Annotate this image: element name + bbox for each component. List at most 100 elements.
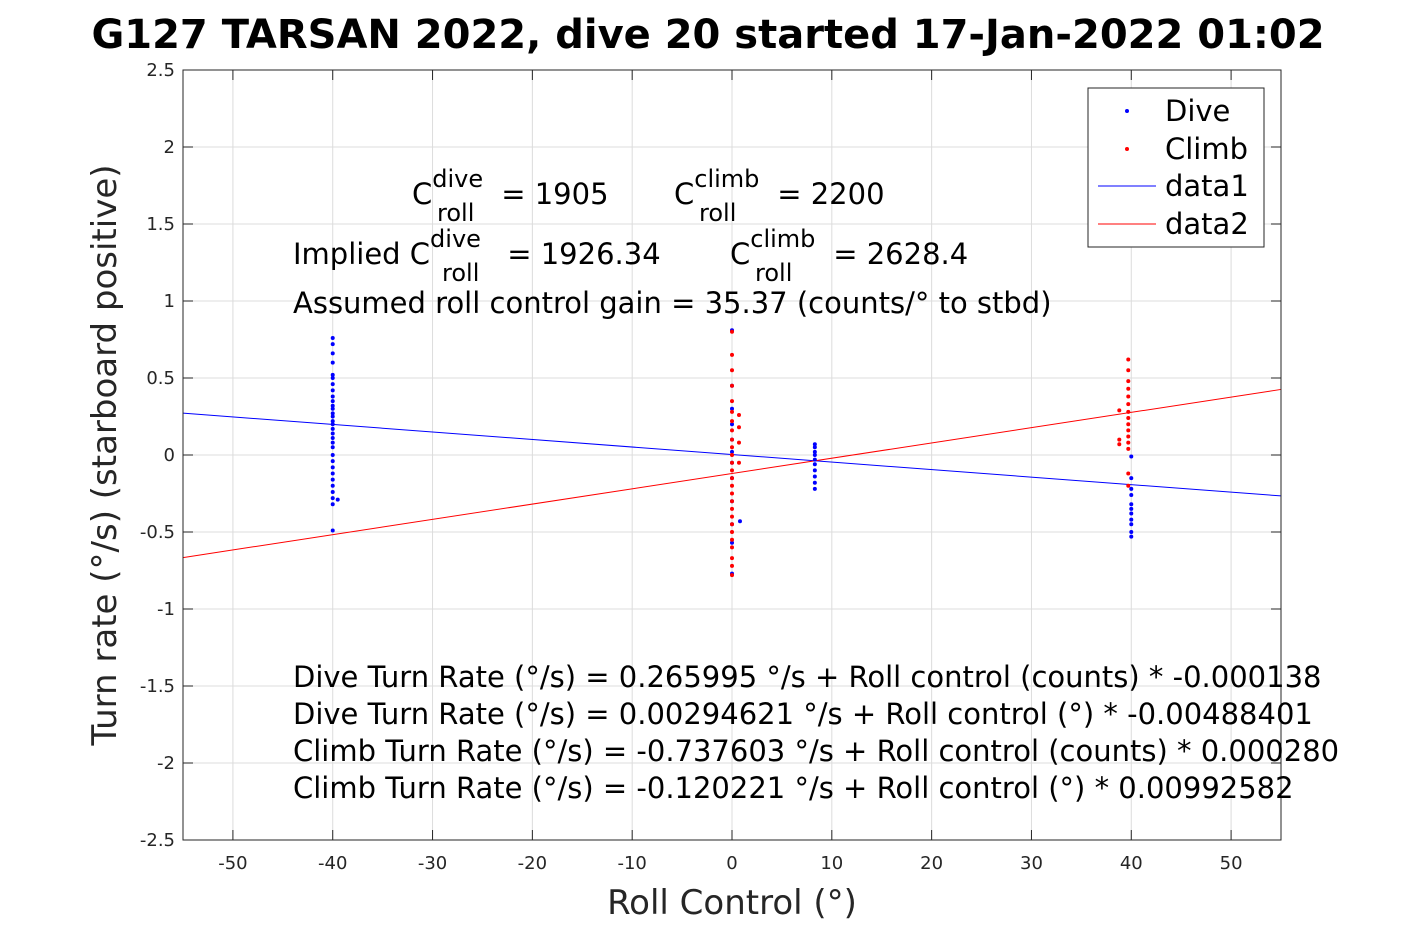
equations: Dive Turn Rate (°/s) = 0.265995 °/s + Ro… (293, 660, 1339, 805)
y-tick-label: -1 (157, 599, 175, 620)
dive-point (812, 480, 817, 485)
implied-dive-annotation: Implied Cdive roll = 1926.34 (293, 225, 661, 287)
dive-point (330, 411, 335, 416)
climb-point (730, 563, 734, 568)
data2-line (182, 388, 1282, 559)
y-tick-label: 0.5 (146, 368, 175, 389)
y-tick-label: 2.5 (146, 60, 175, 81)
dive-point (330, 372, 335, 377)
dive-point (1129, 502, 1134, 507)
dive-point (330, 360, 335, 365)
climb-point (730, 460, 734, 465)
dive-point (1129, 517, 1134, 522)
data-points (330, 328, 1134, 578)
climb-point (730, 419, 734, 424)
climb-point (730, 445, 734, 450)
climb-point (730, 399, 734, 404)
dive-point (330, 351, 335, 356)
gain-annotation: Assumed roll control gain = 35.37 (count… (293, 286, 1052, 320)
climb-point (730, 545, 734, 550)
legend-climb-marker (1125, 147, 1129, 151)
dive-point (1129, 534, 1134, 539)
climb-point (736, 412, 741, 417)
dive-point (330, 459, 335, 464)
c-climb-annotation: Cclimb roll = 2200 (674, 165, 885, 227)
implied-climb-annotation: Cclimb roll = 2628.4 (730, 225, 968, 287)
dive-point (730, 422, 734, 427)
legend-data2-label: data2 (1165, 207, 1249, 241)
x-tick-label: 50 (1220, 853, 1243, 874)
climb-point (736, 460, 741, 465)
dive-point (330, 426, 335, 431)
climb-point (730, 537, 734, 542)
dive-point (330, 394, 335, 399)
climb-point (1126, 440, 1131, 445)
dive-point (330, 453, 335, 457)
climb-point (1126, 422, 1131, 427)
y-tick-label: 1 (164, 291, 175, 312)
y-tick-label: 0 (164, 445, 175, 466)
c-dive-annotation: Cdive roll = 1905 (412, 165, 609, 227)
dive-point (335, 497, 340, 502)
x-tick-label: 20 (920, 853, 943, 874)
climb-point (730, 428, 734, 433)
x-tick-label: 0 (726, 853, 737, 874)
climb-point (730, 491, 734, 496)
dive-point (330, 376, 335, 380)
dive-point (330, 342, 335, 347)
x-tick-label: 30 (1020, 853, 1043, 874)
y-tick-label: -0.5 (140, 522, 175, 543)
climb-point (1126, 402, 1131, 407)
y-tick-label: -2 (157, 753, 175, 774)
climb-point (730, 453, 734, 457)
x-tick-label: -30 (418, 853, 447, 874)
x-tick-label: 10 (820, 853, 843, 874)
dive-point (812, 486, 817, 491)
climb-point (1126, 386, 1131, 391)
dive-point (1129, 506, 1134, 511)
climb-point (1117, 437, 1122, 442)
climb-point (730, 483, 734, 488)
dive-point (812, 453, 817, 457)
legend-climb-label: Climb (1165, 132, 1248, 166)
climb-point (1126, 434, 1131, 439)
climb-point (736, 440, 741, 445)
legend: Dive Climb data1 data2 (1087, 87, 1265, 248)
x-tick-label: -10 (617, 853, 646, 874)
legend-box (1087, 87, 1265, 248)
climb-point (730, 437, 734, 442)
climb-point (730, 514, 734, 519)
dive-point (330, 335, 335, 340)
dive-point (812, 445, 817, 450)
dive-point (330, 431, 335, 436)
dive-point (737, 519, 742, 524)
climb-point (730, 499, 734, 504)
legend-data1-label: data1 (1165, 169, 1249, 203)
climb-point (730, 522, 734, 527)
climb-point (730, 383, 734, 388)
equation-climb-degrees: Climb Turn Rate (°/s) = -0.120221 °/s + … (293, 771, 1294, 805)
climb-point (730, 506, 734, 511)
chart-title: G127 TARSAN 2022, dive 20 started 17-Jan… (91, 12, 1324, 58)
dive-point (330, 382, 335, 387)
c-roll-annotations: Cdive roll = 1905 Cclimb roll = 2200 Impli… (293, 165, 1052, 320)
climb-point (1126, 379, 1131, 384)
legend-dive-marker (1125, 109, 1129, 113)
y-ticks: -2.5 -2 -1.5 -1 -0.5 0 0.5 1 1.5 2 2.5 (140, 60, 1281, 851)
climb-point (730, 368, 734, 373)
dive-point (330, 440, 335, 445)
climb-point (730, 530, 734, 534)
dive-point (1129, 454, 1134, 459)
dive-point (330, 414, 335, 419)
dive-point (330, 483, 335, 488)
climb-point (1126, 446, 1131, 451)
dive-point (812, 449, 817, 454)
climb-point (730, 409, 734, 414)
dive-point (330, 419, 335, 424)
climb-point (1126, 483, 1131, 488)
dive-point (812, 462, 817, 467)
climb-point (736, 425, 741, 430)
dive-point (812, 474, 817, 479)
dive-point (1129, 511, 1134, 516)
x-tick-label: -20 (518, 853, 547, 874)
